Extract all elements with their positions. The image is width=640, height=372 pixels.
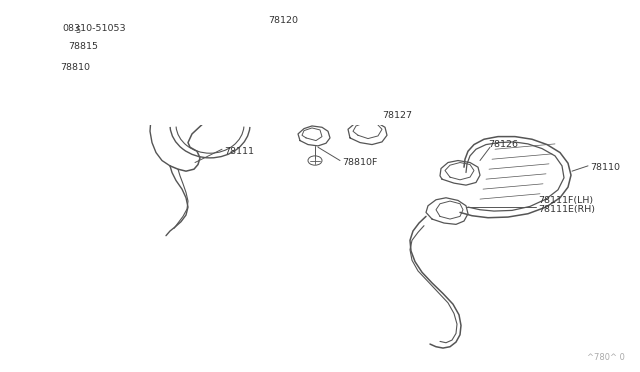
Text: 78111E(RH): 78111E(RH) <box>538 205 595 214</box>
Text: 78810: 78810 <box>60 63 90 72</box>
Text: 78126: 78126 <box>488 140 518 149</box>
Text: 78110: 78110 <box>590 163 620 172</box>
Text: 78111: 78111 <box>224 147 254 156</box>
Text: 08310-51053: 08310-51053 <box>62 24 125 33</box>
Text: 78111F(LH): 78111F(LH) <box>538 196 593 205</box>
Text: S: S <box>76 26 81 35</box>
Text: 78815: 78815 <box>68 42 98 51</box>
Text: 78120: 78120 <box>268 16 298 25</box>
Text: ^780^ 0: ^780^ 0 <box>587 353 625 362</box>
Text: 78127: 78127 <box>382 112 412 121</box>
Text: 78810F: 78810F <box>342 158 378 167</box>
